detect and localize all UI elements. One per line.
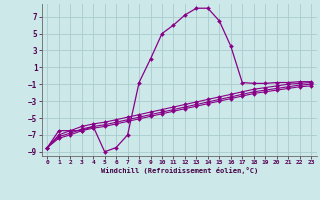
X-axis label: Windchill (Refroidissement éolien,°C): Windchill (Refroidissement éolien,°C) <box>100 167 258 174</box>
